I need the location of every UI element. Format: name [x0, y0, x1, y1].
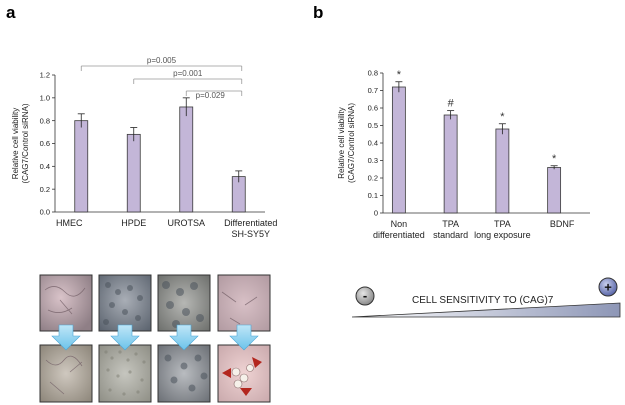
minus-sign: - — [363, 288, 367, 303]
chart-b: 0 0.1 0.2 0.3 0.4 0.5 0.6 0.7 0.8 Relative cell v… — [337, 69, 590, 240]
y-tick-label: 1.0 — [40, 93, 50, 102]
down-arrow-icon — [229, 324, 259, 351]
p-value-label: p=0.001 — [173, 69, 203, 78]
y-axis-label-line: (CAG7/Control siRNA) — [21, 103, 30, 183]
y-tick-label: 0.8 — [368, 69, 378, 78]
category-label-line: UROTSA — [167, 218, 205, 228]
down-arrow-icon — [169, 324, 199, 351]
down-arrow-icon — [51, 324, 81, 351]
y-axis-label: Relative cell viability(CAG7/Control siR… — [11, 103, 30, 183]
panel-b-letter: b — [313, 3, 323, 22]
bar — [391, 86, 406, 214]
p-value-label: p=0.005 — [147, 56, 177, 65]
panel-a-letter: a — [6, 3, 16, 22]
category-label: BDNF — [550, 219, 575, 229]
y-tick-label: 0.7 — [368, 86, 378, 95]
category-label-line: HPDE — [121, 218, 146, 228]
category-label-line: Differentiated — [224, 218, 277, 228]
category-label: TPA standard — [433, 219, 468, 240]
bar — [74, 120, 89, 213]
y-tick-label: 1.2 — [40, 71, 50, 80]
significance-marker: # — [448, 98, 455, 110]
category-label: HMEC — [56, 218, 83, 228]
y-tick-label: 0.2 — [40, 185, 50, 194]
category-label: Differentiated SH-SY5Y — [224, 218, 277, 239]
y-tick-label: 0.8 — [40, 116, 50, 125]
sensitivity-label: CELL SENSITIVITY TO (CAG)7 — [412, 295, 554, 306]
y-tick-label: 0.6 — [40, 139, 50, 148]
plus-icon — [598, 277, 618, 297]
y-tick-label: 0 — [374, 209, 378, 218]
micrograph-hmec-before — [39, 274, 93, 332]
category-label: Non differentiated — [373, 219, 425, 240]
category-label-line: TPA — [442, 219, 459, 229]
y-axis-label-line: Relative cell viability — [337, 107, 346, 179]
category-label-line: SH-SY5Y — [231, 229, 270, 239]
category-label: HPDE — [121, 218, 146, 228]
y-axis-label: Relative cell viability(CAG7/Control siR… — [337, 103, 356, 183]
y-axis-label-line: (CAG7/Control siRNA) — [347, 103, 356, 183]
y-tick-label: 0.4 — [40, 162, 50, 171]
category-label-line: BDNF — [550, 219, 575, 229]
category-label-line: TPA — [494, 219, 511, 229]
bar — [495, 128, 510, 214]
y-tick-label: 0.3 — [368, 156, 378, 165]
category-label: TPA long exposure — [474, 219, 531, 240]
y-tick-label: 0.5 — [368, 121, 378, 130]
category-label-line: Non — [391, 219, 408, 229]
bar — [126, 133, 141, 213]
category-label-line: HMEC — [56, 218, 83, 228]
category-label-line: standard — [433, 230, 468, 240]
category-label-line: differentiated — [373, 230, 425, 240]
y-tick-label: 0.6 — [368, 104, 378, 113]
significance-marker: * — [397, 69, 402, 81]
significance-marker: * — [552, 153, 557, 165]
category-label: UROTSA — [167, 218, 205, 228]
bar — [179, 106, 194, 213]
sensitivity-scale: CELL SENSITIVITY TO (CAG)7 - + — [351, 277, 621, 318]
p-value-label: p=0.029 — [196, 91, 226, 100]
significance-marker: * — [500, 111, 505, 123]
y-tick-label: 0.4 — [368, 139, 378, 148]
bar — [443, 114, 458, 214]
y-tick-label: 0.2 — [368, 174, 378, 183]
minus-icon — [355, 286, 375, 306]
category-label-line: long exposure — [474, 230, 531, 240]
red-arrowheads — [222, 357, 262, 396]
micrograph-hmec-after — [39, 344, 93, 403]
microscopy-grid — [39, 274, 271, 403]
y-tick-label: 0.0 — [40, 208, 50, 217]
bar — [547, 167, 562, 214]
plus-sign: + — [604, 280, 612, 295]
sensitivity-wedge — [351, 302, 621, 318]
chart-a: 0.0 0.2 0.4 0.6 0.8 1.0 1.2 Relative cell viabi… — [11, 56, 277, 239]
micrograph-shsy5y-before — [217, 274, 271, 332]
y-axis-label-line: Relative cell viability — [11, 108, 20, 180]
y-tick-label: 0.1 — [368, 191, 378, 200]
micrograph-hpde-after — [98, 344, 152, 403]
down-arrow-icon — [110, 324, 140, 351]
